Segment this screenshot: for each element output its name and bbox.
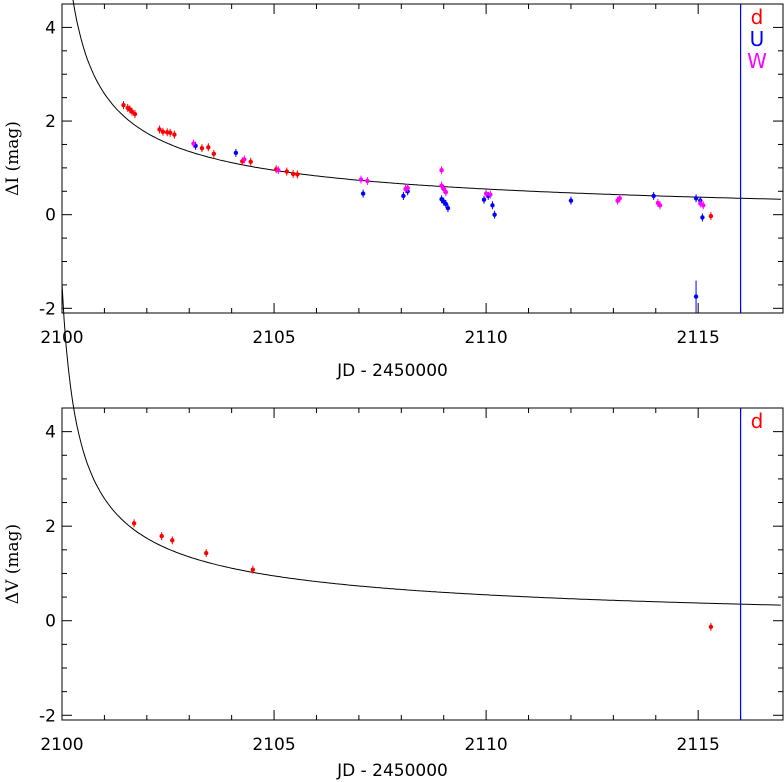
x-tick-label: 2100 xyxy=(40,735,83,755)
data-point xyxy=(708,624,714,630)
x-tick-label: 2105 xyxy=(252,735,295,755)
data-point xyxy=(121,102,126,108)
data-point xyxy=(248,159,253,164)
data-point xyxy=(284,169,289,174)
data-point xyxy=(483,191,489,196)
y-tick-label: 4 xyxy=(45,423,56,443)
data-point xyxy=(568,198,574,203)
data-point xyxy=(365,178,370,184)
data-point xyxy=(131,521,137,526)
data-point xyxy=(132,111,138,117)
data-point xyxy=(199,146,205,151)
x-tick-label: 2110 xyxy=(464,328,507,348)
data-point xyxy=(160,129,166,135)
data-point xyxy=(693,196,699,201)
data-point xyxy=(295,172,300,177)
x-tick-label: 2110 xyxy=(464,735,507,755)
data-point xyxy=(405,185,410,191)
data-point xyxy=(441,186,446,192)
data-point xyxy=(129,109,135,114)
x-tick-label: 2115 xyxy=(677,735,720,755)
data-point xyxy=(701,203,706,208)
data-point xyxy=(617,196,622,201)
data-point xyxy=(360,191,366,196)
data-point xyxy=(159,533,164,539)
fit-curve xyxy=(61,283,781,606)
data-point xyxy=(708,213,714,219)
data-point xyxy=(358,177,364,182)
panel-delta-v: 2100 2105 2110 2115 -2 0 2 4 JD - 2450000 ΔV (mag… xyxy=(3,283,784,781)
y-tick-label: 0 xyxy=(45,206,56,226)
x-axis-label: JD - 2450000 xyxy=(336,361,448,381)
fit-curve xyxy=(72,0,781,200)
x-tick-label: 2105 xyxy=(252,328,295,348)
data-point xyxy=(167,130,173,135)
legend-entry: d xyxy=(751,5,764,29)
x-axis-label: JD - 2450000 xyxy=(336,761,448,781)
data-point xyxy=(657,203,663,208)
y-tick-label: 2 xyxy=(45,517,56,537)
data-point xyxy=(693,294,699,299)
data-point xyxy=(290,171,296,177)
data-point xyxy=(481,197,487,202)
data-point xyxy=(191,141,196,146)
data-point xyxy=(651,193,656,199)
y-axis-label: ΔV (mag) xyxy=(3,524,23,604)
data-point xyxy=(276,168,281,173)
data-point xyxy=(443,190,449,195)
legend-entry: W xyxy=(747,49,767,73)
data-point xyxy=(443,201,449,207)
panel-delta-i: 2100 2105 2110 2115 -2 0 2 4 JD - 2450000 ΔI (mag… xyxy=(3,0,784,381)
data-point xyxy=(157,127,162,132)
plot-frame xyxy=(61,407,784,721)
plot-frame xyxy=(61,3,784,314)
data-point xyxy=(206,145,211,150)
y-tick-label: 2 xyxy=(45,112,56,132)
x-tick-label: 2100 xyxy=(40,328,83,348)
y-tick-label: -2 xyxy=(39,299,56,319)
data-point xyxy=(242,157,247,162)
data-point xyxy=(250,567,256,572)
data-point xyxy=(170,538,175,543)
legend-entry: d xyxy=(751,409,764,433)
data-point xyxy=(439,168,444,173)
y-tick-label: 0 xyxy=(45,612,56,632)
data-point xyxy=(401,193,406,199)
x-tick-label: 2115 xyxy=(677,328,720,348)
data-point xyxy=(172,132,177,137)
data-point xyxy=(233,150,239,156)
y-tick-label: 4 xyxy=(45,18,56,38)
data-point xyxy=(490,203,495,208)
data-point xyxy=(488,192,493,197)
data-point xyxy=(439,183,444,188)
data-point xyxy=(445,205,451,211)
y-axis-label: ΔI (mag) xyxy=(3,121,23,196)
y-tick-label: -2 xyxy=(39,706,56,726)
legend-entry: U xyxy=(750,27,765,51)
data-point xyxy=(211,151,217,157)
data-point xyxy=(700,215,705,220)
data-point xyxy=(204,550,209,556)
data-point xyxy=(492,212,497,217)
